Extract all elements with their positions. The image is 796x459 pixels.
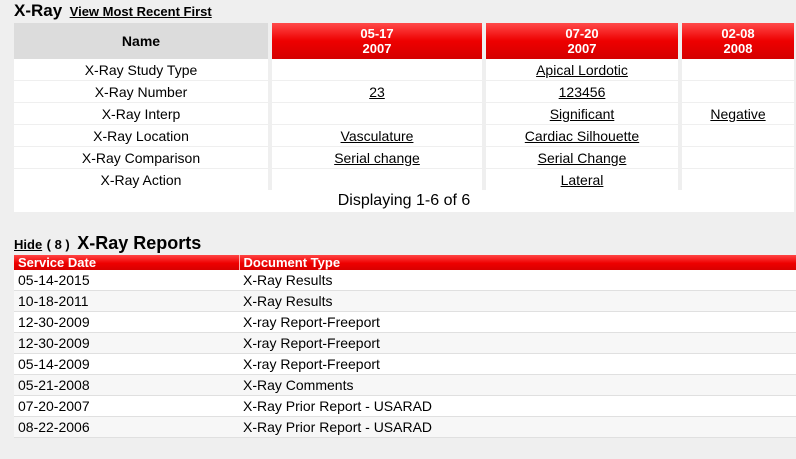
displaying-count: Displaying 1-6 of 6 <box>14 190 794 212</box>
document-type-cell: X-ray Report-Freeport <box>239 332 796 354</box>
date-header-year: 2007 <box>362 41 392 56</box>
grid-row: X-Ray Location Vasculature Cardiac Silho… <box>14 125 794 147</box>
hide-reports-link[interactable]: Hide <box>14 237 43 252</box>
service-date-cell: 05-14-2009 <box>14 353 239 375</box>
date-header-mmdd: 05-17 <box>360 26 394 41</box>
service-date-cell: 05-14-2015 <box>14 270 239 291</box>
row-label: X-Ray Interp <box>14 103 268 125</box>
grid-row: X-Ray Action Lateral <box>14 169 794 191</box>
name-column-header: Name <box>14 23 268 59</box>
service-date-column-header[interactable]: Service Date <box>14 255 240 270</box>
table-row[interactable]: 05-14-2015 X-Ray Results <box>14 270 796 291</box>
xray-observation-grid: Name 05-17 2007 07-20 2007 02-08 2008 X-… <box>14 23 794 191</box>
service-date-cell: 08-22-2006 <box>14 416 239 438</box>
row-label: X-Ray Location <box>14 125 268 147</box>
reports-section-header: Hide ( 8 ) X-Ray Reports <box>14 233 201 255</box>
date-column-header[interactable]: 07-20 2007 <box>482 23 678 59</box>
row-label: X-Ray Study Type <box>14 59 268 81</box>
service-date-cell: 05-21-2008 <box>14 374 239 396</box>
document-type-cell: X-ray Report-Freeport <box>239 311 796 333</box>
row-label: X-Ray Number <box>14 81 268 103</box>
document-type-cell: X-Ray Results <box>239 270 796 291</box>
date-header-mmdd: 07-20 <box>565 26 599 41</box>
grid-row: X-Ray Interp Significant Negative <box>14 103 794 125</box>
grid-value-link[interactable]: Serial change <box>334 149 420 166</box>
date-header-mmdd: 02-08 <box>721 26 755 41</box>
date-column-header[interactable]: 02-08 2008 <box>678 23 794 59</box>
service-date-cell: 07-20-2007 <box>14 395 239 417</box>
table-row[interactable]: 10-18-2011 X-Ray Results <box>14 290 796 312</box>
row-label: X-Ray Action <box>14 169 268 191</box>
document-type-cell: X-Ray Prior Report - USARAD <box>239 416 796 438</box>
document-type-column-header[interactable]: Document Type <box>239 255 796 270</box>
service-date-cell: 12-30-2009 <box>14 332 239 354</box>
table-row[interactable]: 12-30-2009 X-ray Report-Freeport <box>14 311 796 333</box>
grid-value-link[interactable]: Vasculature <box>340 127 414 144</box>
grid-value-link[interactable]: Apical Lordotic <box>536 61 628 78</box>
date-header-year: 2008 <box>723 41 753 56</box>
grid-value-link[interactable]: Significant <box>549 105 615 122</box>
document-type-cell: X-ray Report-Freeport <box>239 353 796 375</box>
row-label: X-Ray Comparison <box>14 147 268 169</box>
grid-value-link[interactable]: 23 <box>369 83 385 100</box>
date-header-year: 2007 <box>567 41 597 56</box>
grid-value-link[interactable]: 123456 <box>558 83 606 100</box>
view-most-recent-first-link[interactable]: View Most Recent First <box>69 4 212 19</box>
table-row[interactable]: 08-22-2006 X-Ray Prior Report - USARAD <box>14 416 796 438</box>
grid-value-link[interactable]: Serial Change <box>537 149 627 166</box>
grid-value-link[interactable]: Cardiac Silhouette <box>524 127 640 144</box>
document-type-cell: X-Ray Comments <box>239 374 796 396</box>
table-row[interactable]: 07-20-2007 X-Ray Prior Report - USARAD <box>14 395 796 417</box>
reports-title: X-Ray Reports <box>77 233 202 253</box>
grid-value-link[interactable]: Negative <box>710 105 766 122</box>
grid-value-link[interactable]: Lateral <box>560 171 604 188</box>
table-row[interactable]: 05-14-2009 X-ray Report-Freeport <box>14 353 796 375</box>
document-type-cell: X-Ray Prior Report - USARAD <box>239 395 796 417</box>
xray-reports-table: Service Date Document Type 05-14-2015 X-… <box>14 255 796 438</box>
date-column-header[interactable]: 05-17 2007 <box>268 23 482 59</box>
reports-count: ( 8 ) <box>46 237 70 252</box>
xray-title: X-Ray <box>14 1 63 20</box>
table-row[interactable]: 12-30-2009 X-ray Report-Freeport <box>14 332 796 354</box>
grid-row: X-Ray Study Type Apical Lordotic <box>14 59 794 81</box>
xray-section-header: X-Ray View Most Recent First <box>14 1 239 23</box>
service-date-cell: 10-18-2011 <box>14 290 239 312</box>
grid-row: X-Ray Number 23 123456 <box>14 81 794 103</box>
table-row[interactable]: 05-21-2008 X-Ray Comments <box>14 374 796 396</box>
document-type-cell: X-Ray Results <box>239 290 796 312</box>
service-date-cell: 12-30-2009 <box>14 311 239 333</box>
grid-row: X-Ray Comparison Serial change Serial Ch… <box>14 147 794 169</box>
